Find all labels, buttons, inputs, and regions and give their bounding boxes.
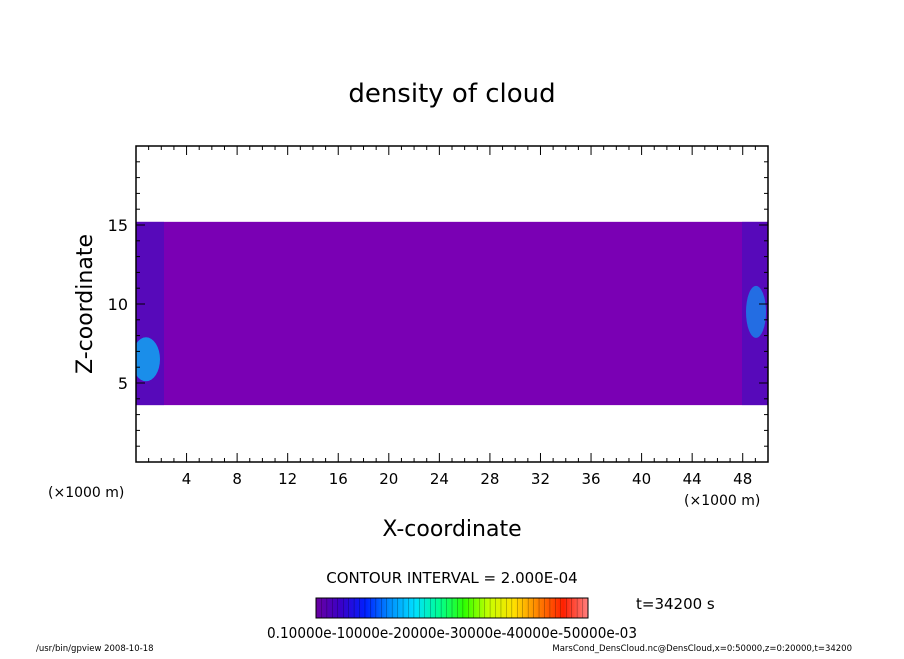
chart-title: density of cloud [348, 79, 555, 109]
x-tick-label: 32 [531, 470, 550, 488]
x-unit-right: (×1000 m) [684, 493, 760, 509]
x-tick-label: 48 [733, 470, 752, 488]
x-tick-label: 8 [232, 470, 242, 488]
x-tick-label: 16 [329, 470, 348, 488]
footer-left: /usr/bin/gpview 2008-10-18 [36, 644, 154, 654]
cloud-density-field [136, 221, 768, 406]
x-axis-ticks: 4 8 12 16 20 24 28 32 36 40 44 48 [148, 146, 756, 488]
y-axis-label: Z-coordinate [73, 234, 98, 374]
footer-right: MarsCond_DensCloud.nc@DensCloud,x=0:5000… [552, 644, 852, 654]
x-axis-label: X-coordinate [382, 517, 521, 542]
x-tick-label: 36 [581, 470, 600, 488]
y-tick-label: 5 [118, 374, 128, 393]
y-axis-ticks: 5 10 15 [108, 161, 768, 447]
contour-interval-label: CONTOUR INTERVAL = 2.000E-04 [326, 569, 577, 587]
time-label: t=34200 s [636, 595, 715, 613]
x-tick-label: 40 [632, 470, 651, 488]
x-tick-label: 12 [278, 470, 297, 488]
colorbar-tick-labels: 0.10000e-10000e-20000e-30000e-40000e-500… [267, 624, 637, 642]
colorbar-segment-lines [321, 598, 583, 618]
y-tick-label: 15 [108, 216, 128, 235]
cloud-layer-band [136, 221, 768, 406]
x-tick-label: 20 [379, 470, 398, 488]
x-tick-label: 24 [430, 470, 449, 488]
x-tick-label: 4 [182, 470, 192, 488]
y-tick-label: 10 [108, 295, 128, 314]
x-tick-label: 44 [683, 470, 702, 488]
right-high-density-patch [746, 285, 766, 338]
x-unit-left: (×1000 m) [48, 485, 124, 501]
left-high-density-patch [136, 337, 160, 382]
x-tick-label: 28 [480, 470, 499, 488]
